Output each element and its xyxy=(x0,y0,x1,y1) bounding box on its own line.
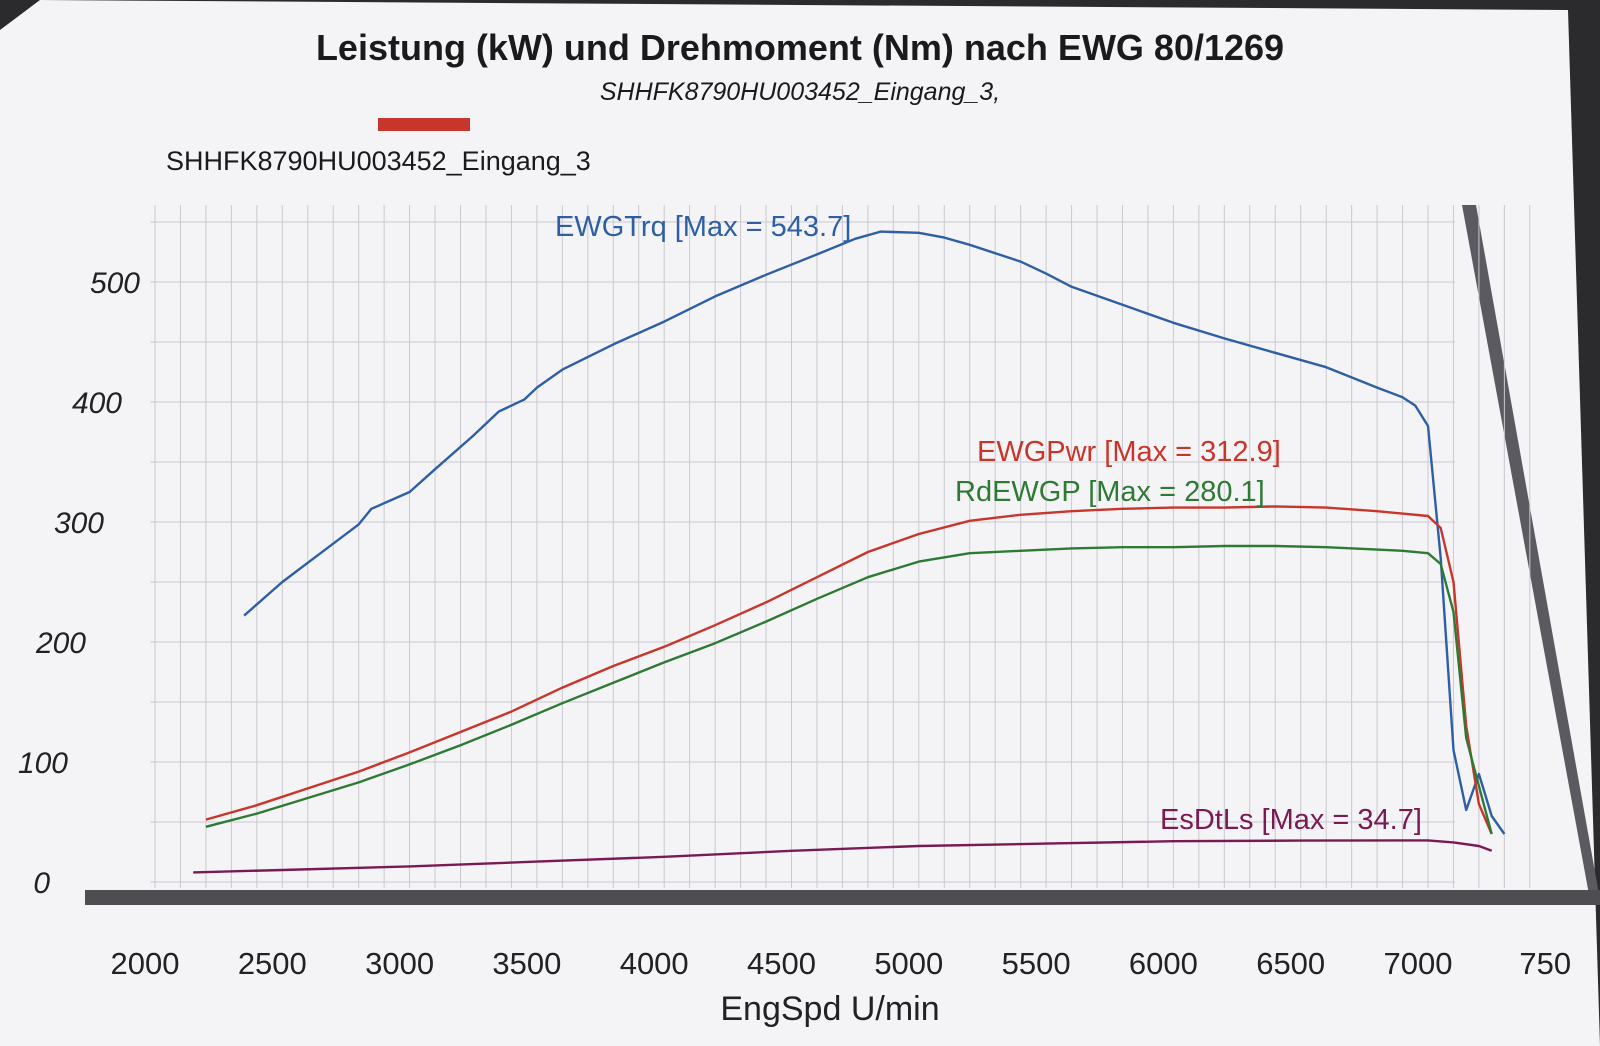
x-tick-label: 4000 xyxy=(620,946,689,981)
series-line-power xyxy=(205,505,1493,835)
x-tick-label: 750 xyxy=(1519,946,1571,981)
legend: SHHFK8790HU003452_Eingang_3 xyxy=(166,118,591,176)
x-tick-label: 5500 xyxy=(1002,946,1071,981)
legend-swatch xyxy=(378,118,470,131)
x-tick-label: 4500 xyxy=(747,946,816,981)
x-axis-label: EngSpd U/min xyxy=(720,990,939,1028)
series-lines xyxy=(193,230,1506,874)
x-tick-label: 6000 xyxy=(1129,946,1198,981)
series-label-wheel_power: RdEWGP [Max = 280.1] xyxy=(955,476,1265,508)
chart-subtitle: SHHFK8790HU003452_Eingang_3, xyxy=(600,78,1000,106)
y-tick-label: 100 xyxy=(18,747,68,780)
x-tick-label: 3500 xyxy=(492,946,561,981)
series-label-power: EWGPwr [Max = 312.9] xyxy=(977,436,1281,468)
x-tick-label: 7000 xyxy=(1384,946,1453,981)
x-tick-label: 6500 xyxy=(1256,946,1325,981)
x-axis-ticks: 2000 2500 3000 3500 4000 4500 5000 5500 6000 6500… xyxy=(111,946,1572,981)
series-label-drag_loss: EsDtLs [Max = 34.7] xyxy=(1160,804,1422,836)
y-tick-label: 400 xyxy=(72,387,122,420)
series-line-drag_loss xyxy=(193,839,1493,874)
series-label-torque: EWGTrq [Max = 543.7] xyxy=(555,211,851,243)
x-tick-label: 3000 xyxy=(365,946,434,981)
y-axis-ticks: 0 100 200 300 400 500 xyxy=(18,267,140,900)
x-tick-label: 2500 xyxy=(238,946,307,981)
plot-bottom-border xyxy=(85,890,1600,905)
series-line-torque xyxy=(243,230,1506,835)
x-tick-label: 2000 xyxy=(111,946,180,981)
y-tick-label: 300 xyxy=(54,507,104,540)
legend-entry: SHHFK8790HU003452_Eingang_3 xyxy=(166,146,591,176)
y-tick-label: 200 xyxy=(35,627,86,660)
series-line-wheel_power xyxy=(205,544,1493,835)
y-tick-label: 0 xyxy=(33,867,50,900)
x-tick-label: 5000 xyxy=(874,946,943,981)
y-tick-label: 500 xyxy=(90,267,140,300)
plot-right-border xyxy=(1462,205,1600,900)
chart-title: Leistung (kW) und Drehmoment (Nm) nach E… xyxy=(316,27,1284,68)
series-labels: EWGTrq [Max = 543.7] EWGPwr [Max = 312.9]… xyxy=(555,211,1422,836)
